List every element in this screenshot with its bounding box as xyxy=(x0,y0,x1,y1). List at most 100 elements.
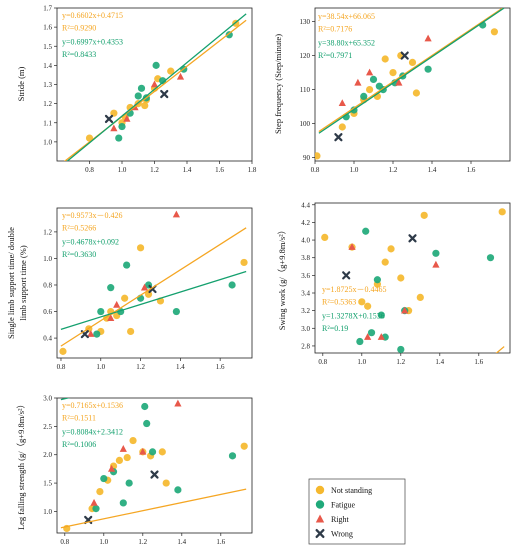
plot-area xyxy=(315,8,505,160)
point-not-standing xyxy=(366,86,374,94)
point-fatigue xyxy=(100,474,108,483)
point-wrong xyxy=(334,133,343,142)
plot-frame xyxy=(314,7,511,162)
x-tick-label: 1.6 xyxy=(474,358,483,366)
fit-equation: y=0.9573x－0.426 xyxy=(62,211,123,220)
point-fatigue xyxy=(397,345,405,353)
plot-frame xyxy=(314,202,511,354)
point-fatigue xyxy=(92,505,100,513)
plot-area xyxy=(60,398,248,533)
y-axis-label: Single limb support time/ double xyxy=(6,227,16,339)
plot-frame xyxy=(56,207,253,359)
legend-label: Not standing xyxy=(331,486,372,495)
point-fatigue xyxy=(360,92,368,100)
point-right xyxy=(395,78,403,86)
point-fatigue xyxy=(115,134,123,142)
x-tick-label: 1.4 xyxy=(435,358,444,366)
point-not-standing xyxy=(420,211,428,219)
point-not-standing xyxy=(115,456,123,464)
point-fatigue xyxy=(107,284,115,292)
fit-r-squared: R²=0.7971 xyxy=(318,51,352,60)
point-right xyxy=(377,333,385,340)
y-tick-label: 4.2 xyxy=(301,219,310,227)
point-wrong xyxy=(408,234,417,243)
fit-r-squared: R²=0.5363 xyxy=(322,298,356,307)
point-wrong xyxy=(400,51,409,60)
point-right xyxy=(139,447,147,455)
y-axis-label: limb support time (%) xyxy=(18,245,28,320)
point-fatigue xyxy=(118,122,126,131)
fit-line-1 xyxy=(318,8,504,133)
point-fatigue xyxy=(174,486,182,494)
point-not-standing xyxy=(240,442,248,450)
point-not-standing xyxy=(389,69,397,77)
y-tick-label: 3.6 xyxy=(301,272,310,280)
y-tick-label: 1.2 xyxy=(43,228,52,236)
x-tick-label: 1.4 xyxy=(177,538,186,546)
point-not-standing xyxy=(158,448,166,456)
point-right xyxy=(140,283,149,291)
x-tick-label: 0.8 xyxy=(311,166,320,174)
point-not-standing xyxy=(129,436,137,445)
x-tick-label: 1.4 xyxy=(428,166,437,174)
y-tick-label: 4.4 xyxy=(301,201,310,209)
x-tick-label: 1.6 xyxy=(215,166,224,174)
point-fatigue xyxy=(141,402,149,411)
point-not-standing xyxy=(381,55,389,63)
y-tick-label: 1.2 xyxy=(43,100,52,108)
point-not-standing xyxy=(338,123,346,131)
legend-item-wrong: Wrong xyxy=(315,529,353,539)
y-tick-label: 2.0 xyxy=(43,451,52,459)
point-right xyxy=(123,114,131,122)
point-not-standing xyxy=(59,347,67,355)
point-right xyxy=(348,243,356,250)
x-tick-label: 1.6 xyxy=(216,363,225,371)
y-tick-label: 90 xyxy=(303,154,311,162)
y-tick-label: 3.8 xyxy=(301,254,310,262)
chart-panel-2: 0.8 1.0 1.2 1.4 1.6 90 100 110 120 130 Step freque… xyxy=(273,7,511,174)
point-fatigue xyxy=(225,31,233,39)
point-fatigue xyxy=(228,452,237,460)
plot-frame xyxy=(56,397,253,534)
point-fatigue xyxy=(93,330,101,338)
x-tick-label: 1.6 xyxy=(216,538,225,546)
point-fatigue xyxy=(369,75,378,83)
point-right xyxy=(107,314,115,321)
legend-label: Fatigue xyxy=(331,501,355,510)
point-right xyxy=(113,300,121,308)
point-right xyxy=(354,78,362,86)
fit-r-squared: R²=0.1006 xyxy=(62,440,96,449)
point-right xyxy=(119,445,127,452)
y-tick-label: 110 xyxy=(300,86,311,94)
point-right xyxy=(424,34,432,42)
y-tick-label: 1.1 xyxy=(43,119,52,127)
y-axis-label: Leg falling strength (g/（g+9.8m/s²） xyxy=(16,400,26,530)
fit-equation: y=0.4678x+0.092 xyxy=(62,238,119,247)
point-not-standing xyxy=(240,258,248,267)
point-not-standing xyxy=(498,208,506,216)
point-not-standing xyxy=(416,293,424,302)
point-not-standing xyxy=(96,487,104,496)
fit-line-2 xyxy=(66,13,247,161)
point-right xyxy=(174,399,182,407)
y-tick-label: 3.2 xyxy=(301,307,310,315)
point-fatigue xyxy=(424,65,432,73)
point-not-standing xyxy=(387,245,395,253)
point-not-standing xyxy=(136,244,145,252)
fit-r-squared: R²=0.9290 xyxy=(62,24,96,33)
point-right xyxy=(110,124,118,132)
point-fatigue xyxy=(97,307,105,316)
point-not-standing xyxy=(408,58,417,66)
point-right xyxy=(401,306,409,314)
chart-panel-5: 0.8 1.0 1.2 1.4 1.6 1.0 1.5 2.0 2.5 3.0 Leg fallin… xyxy=(16,395,253,546)
point-right xyxy=(338,99,346,106)
x-tick-label: 1.4 xyxy=(176,363,185,371)
fit-r-squared: R²=0.3630 xyxy=(62,250,96,259)
point-fatigue xyxy=(137,84,146,92)
y-tick-label: 1.4 xyxy=(43,62,52,70)
y-tick-label: 0.8 xyxy=(43,281,52,289)
chart-panel-3: 0.8 1.0 1.2 1.4 1.6 0.4 0.6 0.8 1.0 1.2 Single lim… xyxy=(6,207,253,371)
y-tick-label: 1.0 xyxy=(43,508,52,516)
x-tick-label: 1.0 xyxy=(118,166,127,174)
